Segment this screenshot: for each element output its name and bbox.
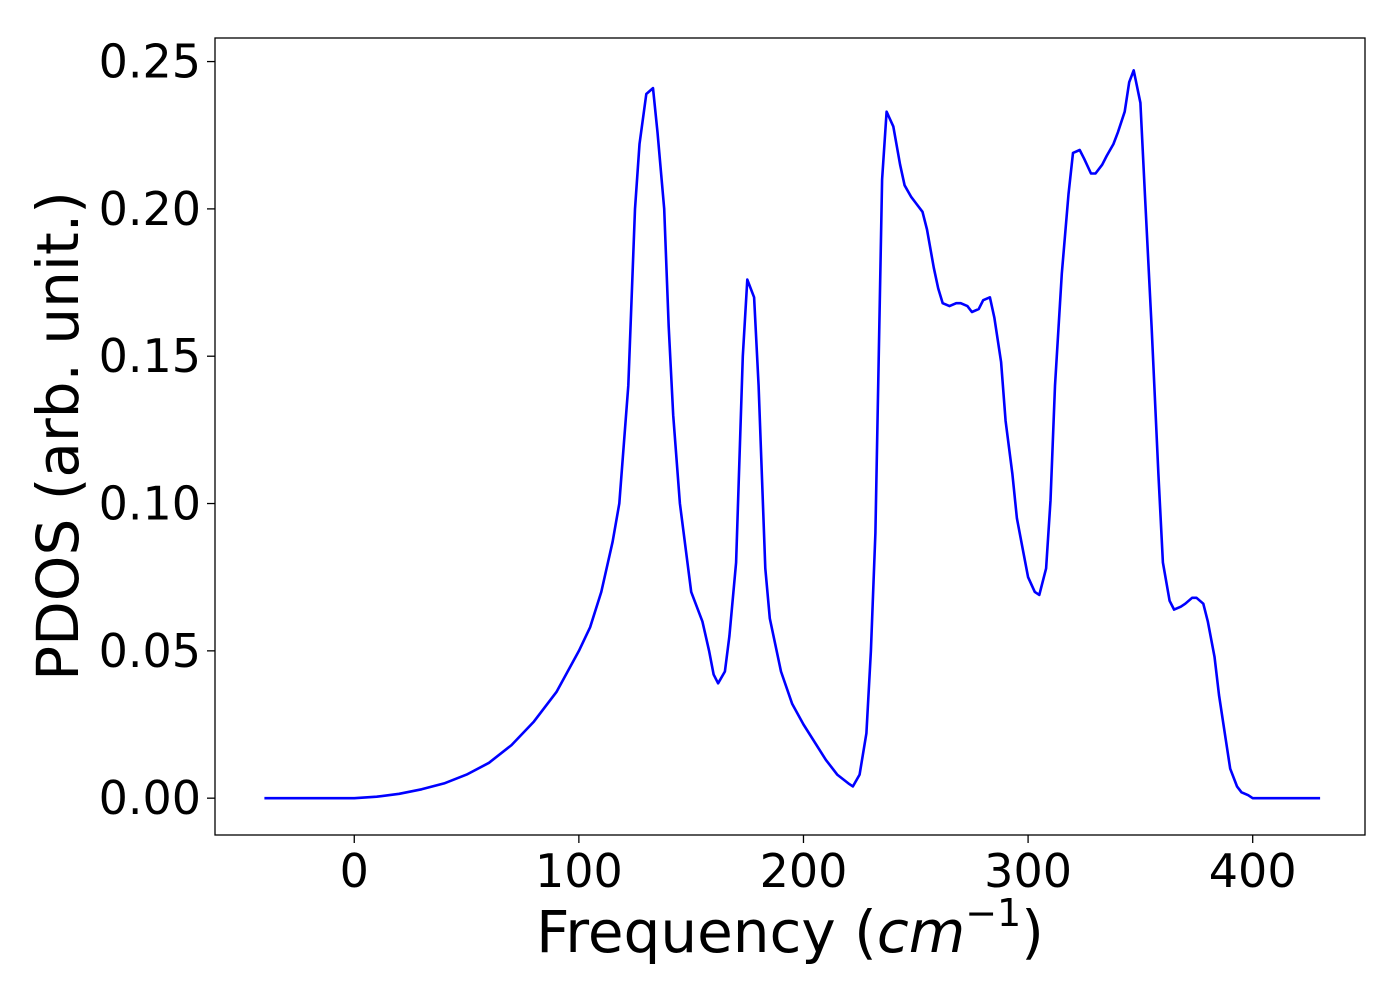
x-tick-label: 0	[340, 844, 369, 898]
x-tick-label: 400	[1209, 844, 1297, 898]
x-tick-label: 100	[535, 844, 623, 898]
x-tick-label: 300	[984, 844, 1072, 898]
x-tick-label: 200	[760, 844, 848, 898]
y-tick-label: 0.00	[99, 771, 201, 825]
y-tick-label: 0.20	[99, 182, 201, 236]
y-tick-label: 0.15	[99, 329, 201, 383]
y-axis-label: PDOS (arb. unit.)	[24, 191, 92, 681]
y-tick-label: 0.05	[99, 624, 201, 678]
plot-frame	[214, 37, 1366, 836]
y-tick-label: 0.10	[99, 477, 201, 531]
y-axis-ticks: 0.00 0.05 0.10 0.15 0.20 0.25	[99, 35, 215, 825]
x-axis-ticks: 0 100 200 300 400	[340, 835, 1297, 898]
x-axis-label: Frequency (cm−1)	[536, 891, 1044, 966]
pdos-series-line	[264, 69, 1321, 800]
y-tick-label: 0.25	[99, 35, 201, 89]
